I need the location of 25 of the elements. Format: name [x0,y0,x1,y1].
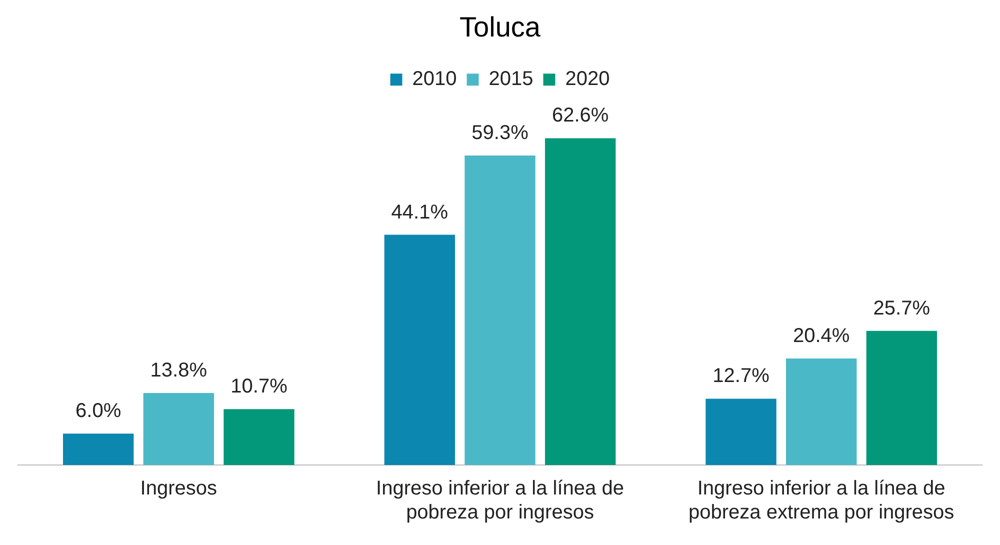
bar [384,234,456,465]
bar [544,138,616,465]
bar [786,358,857,465]
data-label: 6.0% [76,400,122,422]
data-label: 25.7% [873,297,930,320]
data-label: 44.1% [391,201,448,224]
bar [464,155,536,465]
bar [143,392,214,465]
x-tick-label: Ingreso inferior a la línea de pobreza extrema por ingresos [688,478,954,524]
data-label: 12.7% [712,365,770,388]
legend-label: 2020 [565,68,610,90]
data-label: 10.7% [230,376,288,398]
data-label: 59.3% [472,122,529,144]
bar [224,409,294,465]
bar [866,330,938,465]
x-tick-label: Ingresos [140,478,218,500]
x-tick-label: Ingreso inferior a la línea de pobreza por ingresos [376,478,624,524]
legend-label: 2015 [488,68,534,90]
legend-label: 2010 [412,68,457,90]
bar [706,398,776,465]
chart-title: Toluca [460,12,541,43]
data-label: 13.8% [150,359,208,382]
data-label: 20.4% [792,325,850,348]
bar [62,434,134,465]
data-label: 62.6% [552,104,609,127]
